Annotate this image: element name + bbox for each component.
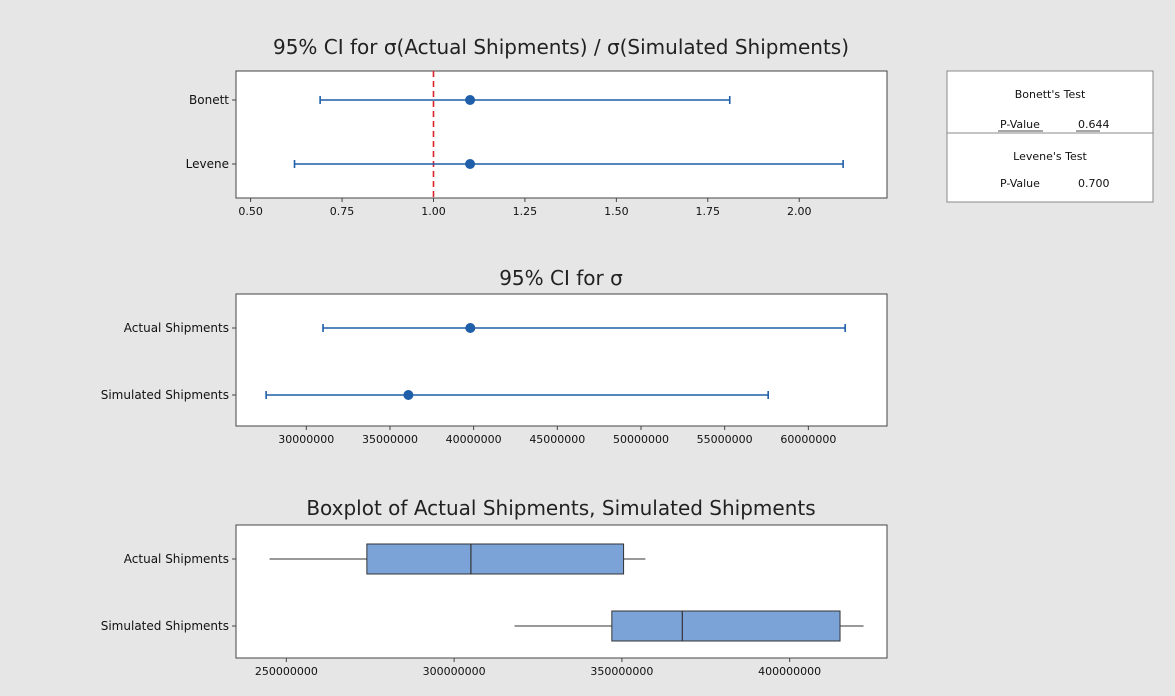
sigma-ci-title: 95% CI for σ <box>499 266 623 290</box>
box-category-label-simulated-shipments: Simulated Shipments <box>101 619 229 633</box>
ratio-ci-title: 95% CI for σ(Actual Shipments) / σ(Simul… <box>273 35 849 59</box>
ratio-x-tick-label: 2.00 <box>787 205 812 218</box>
ratio-bonett-estimate-point <box>465 95 476 105</box>
bonett-test-title: Bonett's Test <box>1015 88 1086 101</box>
box-x-tick-label: 400000000 <box>758 665 821 678</box>
box-x-tick-label: 250000000 <box>255 665 318 678</box>
ratio-x-tick-label: 1.25 <box>513 205 538 218</box>
ratio-x-tick-label: 1.50 <box>604 205 629 218</box>
ratio-category-label-bonett: Bonett <box>189 93 229 107</box>
sigma-x-tick-label: 45000000 <box>529 433 585 446</box>
box-x-tick-label: 350000000 <box>590 665 653 678</box>
sigma-x-tick-label: 40000000 <box>446 433 502 446</box>
box-x-tick-label: 300000000 <box>423 665 486 678</box>
ratio-x-tick-label: 1.00 <box>421 205 446 218</box>
sigma-category-label-actual-shipments: Actual Shipments <box>124 321 229 335</box>
bonett-pvalue: 0.644 <box>1078 118 1110 131</box>
ratio-ci-plot-area <box>235 70 888 199</box>
sigma-x-tick-label: 35000000 <box>362 433 418 446</box>
sigma-ci-panel: 95% CI for σ Actual Shipments Simulated S… <box>101 266 888 446</box>
ratio-category-label-levene: Levene <box>186 157 229 171</box>
ratio-ci-panel: 95% CI for σ(Actual Shipments) / σ(Simul… <box>186 35 888 218</box>
sigma-x-tick-label: 60000000 <box>780 433 836 446</box>
sigma-x-tick-label: 50000000 <box>613 433 669 446</box>
box-category-label-actual-shipments: Actual Shipments <box>124 552 229 566</box>
ratio-x-tick-label: 1.75 <box>696 205 721 218</box>
bonett-pvalue-label: P-Value <box>1000 118 1040 131</box>
sigma-category-label-simulated-shipments: Simulated Shipments <box>101 388 229 402</box>
levene-pvalue-label: P-Value <box>1000 177 1040 190</box>
levene-pvalue: 0.700 <box>1078 177 1110 190</box>
sigma-actual-shipments-estimate-point <box>465 323 476 333</box>
box-actual-shipments-box <box>366 543 625 575</box>
sigma-simulated-shipments-estimate-point <box>403 390 414 400</box>
levene-test-title: Levene's Test <box>1013 150 1087 163</box>
ratio-x-tick-label: 0.50 <box>238 205 263 218</box>
ratio-levene-estimate-point <box>465 159 476 169</box>
boxplot-title: Boxplot of Actual Shipments, Simulated S… <box>306 496 815 520</box>
boxplot-panel: Boxplot of Actual Shipments, Simulated S… <box>101 496 888 678</box>
sigma-x-tick-label: 30000000 <box>278 433 334 446</box>
ratio-x-tick-label: 0.75 <box>330 205 355 218</box>
sigma-x-tick-label: 55000000 <box>697 433 753 446</box>
test-results-box: Bonett's Test P-Value 0.644 Levene's Tes… <box>946 70 1154 203</box>
sigma-ci-plot-area <box>235 293 888 427</box>
test-results-frame <box>946 70 1154 203</box>
box-simulated-shipments-box <box>611 610 841 642</box>
